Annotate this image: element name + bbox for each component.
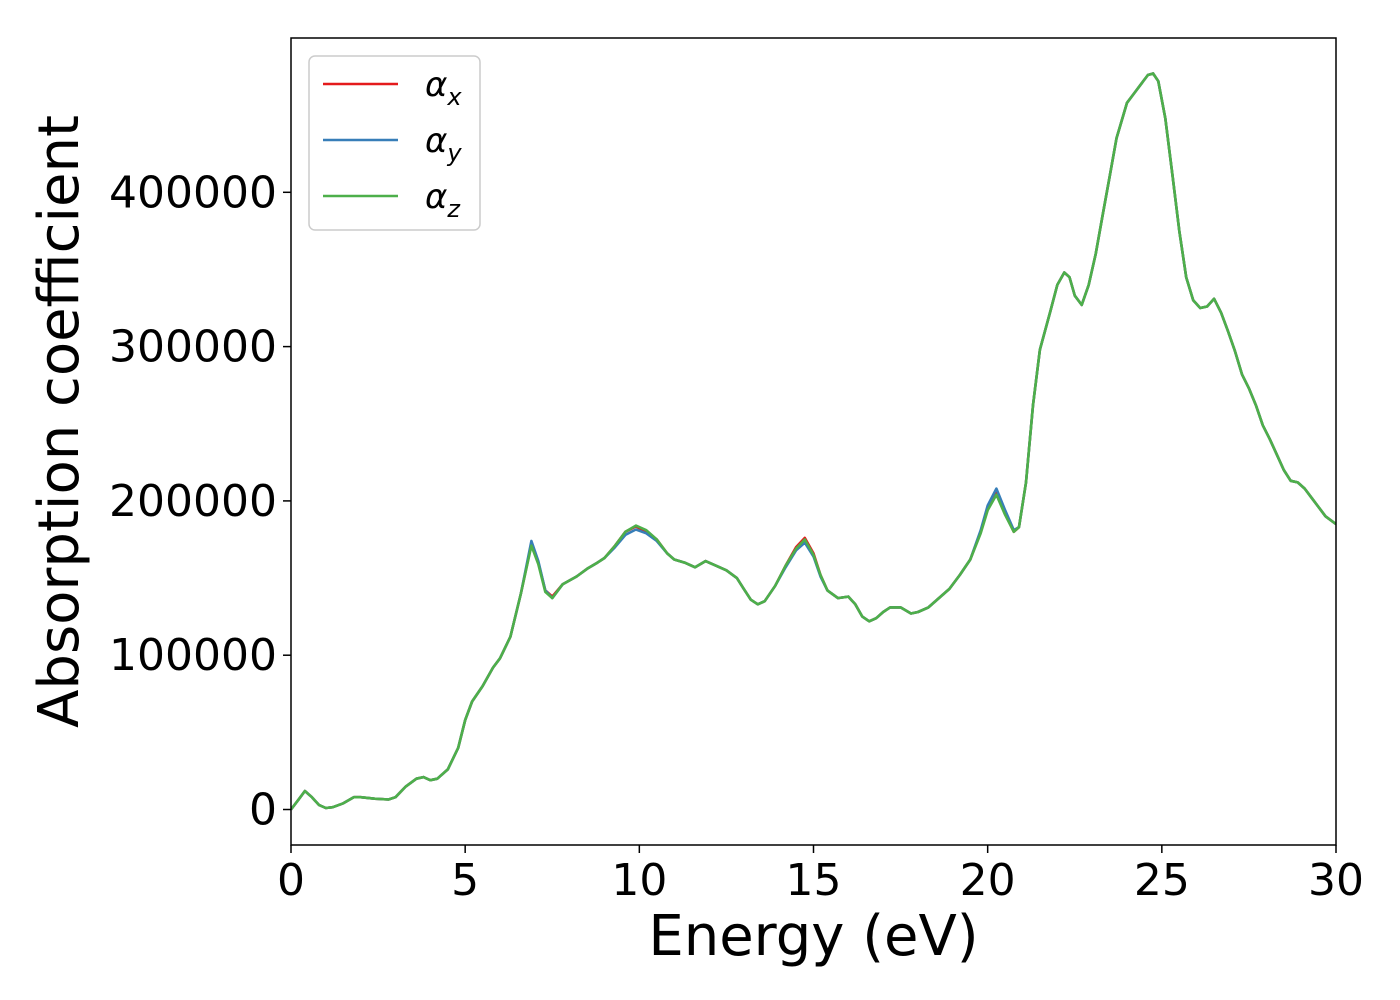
y-tick-label: 300000 xyxy=(109,322,277,373)
x-axis-label: Energy (eV) xyxy=(648,904,978,969)
y-tick-label: 0 xyxy=(249,785,277,836)
x-tick-label: 20 xyxy=(960,855,1016,906)
x-tick-label: 15 xyxy=(786,855,842,906)
x-tick-label: 10 xyxy=(611,855,667,906)
y-tick-label: 100000 xyxy=(109,630,277,681)
y-tick-label: 200000 xyxy=(109,476,277,527)
legend-label: αy xyxy=(425,121,462,167)
x-tick-label: 5 xyxy=(451,855,479,906)
y-tick-label: 400000 xyxy=(109,167,277,218)
legend-label: αx xyxy=(425,65,462,111)
legend-label: αz xyxy=(425,177,461,223)
x-axis: 0 5 10 15 20 25 30 xyxy=(277,845,1364,906)
series-layer xyxy=(291,72,1336,811)
y-axis-label: Absorption coefficient xyxy=(27,115,92,728)
series-line-alpha-z xyxy=(291,72,1336,811)
y-axis: 0 100000 200000 300000 400000 xyxy=(109,167,291,836)
legend: αx αy αz xyxy=(308,55,481,231)
x-tick-label: 0 xyxy=(277,855,305,906)
x-tick-label: 30 xyxy=(1308,855,1364,906)
x-tick-label: 25 xyxy=(1134,855,1190,906)
legend-box xyxy=(308,55,481,231)
